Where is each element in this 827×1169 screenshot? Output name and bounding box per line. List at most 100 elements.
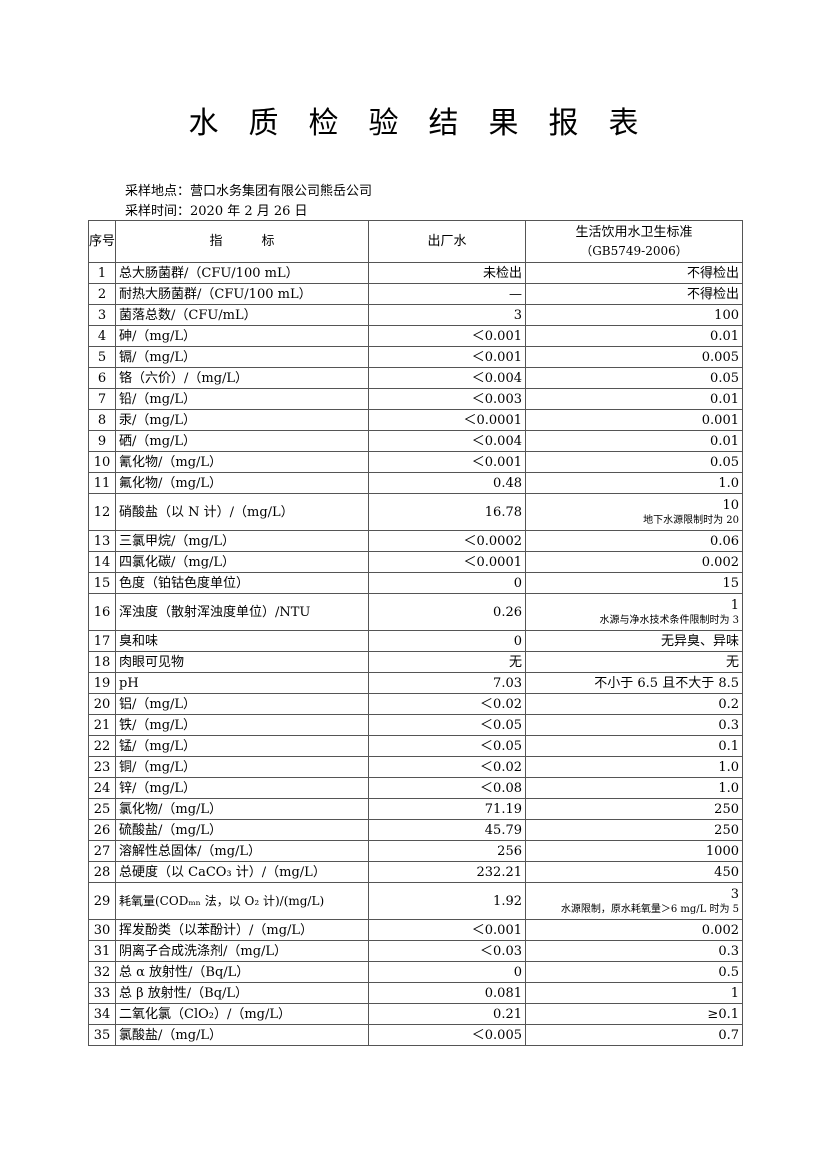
indicator-name: 硒/（mg/L） xyxy=(115,430,369,452)
standard-limit: 250 xyxy=(525,798,743,820)
standard-limit: 0.06 xyxy=(525,530,743,552)
table-row: 31 阴离子合成洗涤剂/（mg/L） ＜0.03 0.3 xyxy=(88,940,743,962)
standard-limit: 10 地下水源限制时为 20 xyxy=(525,493,743,531)
standard-limit: 0.5 xyxy=(525,961,743,983)
row-number: 20 xyxy=(88,693,116,715)
table-row: 26 硫酸盐/（mg/L） 45.79 250 xyxy=(88,819,743,841)
indicator-name: 四氯化碳/（mg/L） xyxy=(115,551,369,573)
standard-limit: 0.002 xyxy=(525,919,743,941)
indicator-name: 阴离子合成洗涤剂/（mg/L） xyxy=(115,940,369,962)
indicator-name: 汞/（mg/L） xyxy=(115,409,369,431)
row-number: 1 xyxy=(88,262,116,284)
sampling-location: 采样地点：营口水务集团有限公司熊岳公司 xyxy=(125,184,373,199)
factory-water-result: ＜0.05 xyxy=(368,735,526,757)
row-number: 12 xyxy=(88,493,116,531)
sampling-time: 采样时间：2020 年 2 月 26 日 xyxy=(125,204,308,219)
standard-value: 3 xyxy=(730,886,739,902)
indicator-name: 硝酸盐（以 N 计）/（mg/L） xyxy=(115,493,369,531)
standard-limit: 0.05 xyxy=(525,451,743,473)
row-number: 29 xyxy=(88,882,116,920)
indicator-name: 氯酸盐/（mg/L） xyxy=(115,1024,369,1046)
standard-limit: 不得检出 xyxy=(525,283,743,305)
factory-water-result: 无 xyxy=(368,651,526,673)
standard-limit: 0.01 xyxy=(525,325,743,347)
row-number: 13 xyxy=(88,530,116,552)
results-table: 序号 指 标 出厂水 生活饮用水卫生标准 （GB5749-2006） 1 总大肠菌… xyxy=(88,220,743,1046)
table-row: 22 锰/（mg/L） ＜0.05 0.1 xyxy=(88,735,743,757)
table-row: 3 菌落总数/（CFU/mL） 3 100 xyxy=(88,304,743,326)
factory-water-result: 1.92 xyxy=(368,882,526,920)
standard-value: 10 xyxy=(722,497,739,513)
header-standard: 生活饮用水卫生标准 （GB5749-2006） xyxy=(525,220,743,263)
table-row: 4 砷/（mg/L） ＜0.001 0.01 xyxy=(88,325,743,347)
indicator-name: 耐热大肠菌群/（CFU/100 mL） xyxy=(115,283,369,305)
standard-limit: 1.0 xyxy=(525,756,743,778)
standard-limit: 不得检出 xyxy=(525,262,743,284)
header-standard-name: 生活饮用水卫生标准 xyxy=(575,224,693,240)
factory-water-result: ＜0.001 xyxy=(368,325,526,347)
table-row: 30 挥发酚类（以苯酚计）/（mg/L） ＜0.001 0.002 xyxy=(88,919,743,941)
factory-water-result: 未检出 xyxy=(368,262,526,284)
standard-limit: 0.2 xyxy=(525,693,743,715)
standard-limit: 0.3 xyxy=(525,940,743,962)
row-number: 8 xyxy=(88,409,116,431)
row-number: 26 xyxy=(88,819,116,841)
standard-limit: 0.01 xyxy=(525,430,743,452)
table-row: 13 三氯甲烷/（mg/L） ＜0.0002 0.06 xyxy=(88,530,743,552)
factory-water-result: ＜0.02 xyxy=(368,756,526,778)
factory-water-result: 0 xyxy=(368,572,526,594)
factory-water-result: 0 xyxy=(368,630,526,652)
row-number: 6 xyxy=(88,367,116,389)
report-title: 水质检验结果报表 xyxy=(188,106,669,141)
standard-limit: 0.7 xyxy=(525,1024,743,1046)
indicator-name: 溶解性总固体/（mg/L） xyxy=(115,840,369,862)
table-row: 6 铬（六价）/（mg/L） ＜0.004 0.05 xyxy=(88,367,743,389)
factory-water-result: 0.21 xyxy=(368,1003,526,1025)
factory-water-result: 3 xyxy=(368,304,526,326)
factory-water-result: ＜0.004 xyxy=(368,430,526,452)
row-number: 21 xyxy=(88,714,116,736)
standard-limit: 0.01 xyxy=(525,388,743,410)
row-number: 34 xyxy=(88,1003,116,1025)
row-number: 27 xyxy=(88,840,116,862)
row-number: 18 xyxy=(88,651,116,673)
row-number: 5 xyxy=(88,346,116,368)
header-seq: 序号 xyxy=(88,220,116,263)
standard-limit: 250 xyxy=(525,819,743,841)
indicator-name: 镉/（mg/L） xyxy=(115,346,369,368)
row-number: 24 xyxy=(88,777,116,799)
table-row: 33 总 β 放射性/（Bq/L） 0.081 1 xyxy=(88,982,743,1004)
indicator-name: 菌落总数/（CFU/mL） xyxy=(115,304,369,326)
standard-limit: 无异臭、异味 xyxy=(525,630,743,652)
table-row: 18 肉眼可见物无无 xyxy=(88,651,743,673)
indicator-name: 挥发酚类（以苯酚计）/（mg/L） xyxy=(115,919,369,941)
table-row: 29 耗氧量(CODₘₙ 法，以 O₂ 计)/(mg/L) 1.92 3 水源限制，原水… xyxy=(88,882,743,920)
standard-limit: 450 xyxy=(525,861,743,883)
header-row: 序号 指 标 出厂水 生活饮用水卫生标准 （GB5749-2006） xyxy=(88,220,743,263)
standard-note: 水源与净水技术条件限制时为 3 xyxy=(599,614,739,626)
table-row: 2 耐热大肠菌群/（CFU/100 mL） — 不得检出 xyxy=(88,283,743,305)
indicator-name: 氟化物/（mg/L） xyxy=(115,472,369,494)
indicator-name: 总 β 放射性/（Bq/L） xyxy=(115,982,369,1004)
indicator-name: 锰/（mg/L） xyxy=(115,735,369,757)
factory-water-result: — xyxy=(368,283,526,305)
table-row: 17 臭和味 0 无异臭、异味 xyxy=(88,630,743,652)
table-row: 9 硒/（mg/L） ＜0.004 0.01 xyxy=(88,430,743,452)
factory-water-result: 232.21 xyxy=(368,861,526,883)
table-row: 19 pH 7.03 不小于 6.5 且不大于 8.5 xyxy=(88,672,743,694)
indicator-name: 铁/（mg/L） xyxy=(115,714,369,736)
standard-limit: 1.0 xyxy=(525,472,743,494)
table-row: 15 色度（铂钴色度单位） 0 15 xyxy=(88,572,743,594)
standard-note: 水源限制，原水耗氧量＞6 mg/L 时为 5 xyxy=(560,903,739,915)
factory-water-result: ＜0.001 xyxy=(368,451,526,473)
indicator-name: 铜/（mg/L） xyxy=(115,756,369,778)
row-number: 7 xyxy=(88,388,116,410)
row-number: 11 xyxy=(88,472,116,494)
indicator-name: 三氯甲烷/（mg/L） xyxy=(115,530,369,552)
row-number: 32 xyxy=(88,961,116,983)
indicator-name: 氰化物/（mg/L） xyxy=(115,451,369,473)
standard-limit: 1.0 xyxy=(525,777,743,799)
table-row: 23 铜/（mg/L） ＜0.02 1.0 xyxy=(88,756,743,778)
row-number: 17 xyxy=(88,630,116,652)
standard-limit: 1 水源与净水技术条件限制时为 3 xyxy=(525,593,743,631)
